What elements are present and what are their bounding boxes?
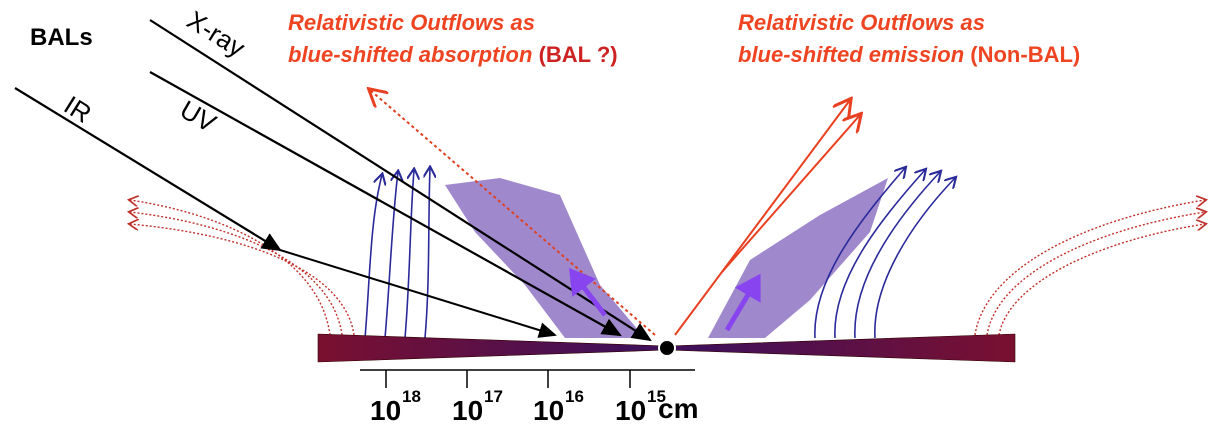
ray-label: UV <box>175 94 222 138</box>
outflow-arrow <box>370 90 656 336</box>
caption-line: blue-shifted absorption (BAL ?) <box>288 42 618 67</box>
caption-line: Relativistic Outflows as <box>738 10 985 35</box>
scale-labels: 10 18 10 17 10 16 10 15 <box>370 387 666 426</box>
scale-base: 10 <box>615 395 646 426</box>
field-lines <box>364 168 955 339</box>
wind-arrow <box>724 273 761 332</box>
black-hole <box>658 339 676 357</box>
caption-tag: (BAL ?) <box>539 42 618 67</box>
scale-exp: 15 <box>647 387 666 406</box>
scale-exp: 16 <box>565 387 584 406</box>
caption-text: blue-shifted emission <box>738 42 964 67</box>
ray-label: IR <box>59 90 97 129</box>
scale-base: 10 <box>452 395 483 426</box>
scale-bar <box>360 369 695 388</box>
scale-exp: 18 <box>402 387 421 406</box>
wind-arrow <box>568 268 607 317</box>
scale-unit: cm <box>658 393 698 424</box>
right-caption: Relativistic Outflows as blue-shifted em… <box>738 10 1080 67</box>
caption-tag: (Non-BAL) <box>970 42 1080 67</box>
outflow-arrow <box>721 115 860 273</box>
dotted-flows <box>130 200 1205 336</box>
caption-line: Relativistic Outflows as <box>288 10 535 35</box>
rays <box>14 19 652 342</box>
caption-line: blue-shifted emission (Non-BAL) <box>738 42 1080 67</box>
bals-label: BALs <box>30 24 93 51</box>
outflow-arrow <box>674 100 850 336</box>
ray-label: X-ray <box>182 5 251 63</box>
scale-exp: 17 <box>484 387 503 406</box>
caption-text: blue-shifted absorption <box>288 42 532 67</box>
left-caption: Relativistic Outflows as blue-shifted ab… <box>288 10 618 67</box>
scale-base: 10 <box>370 395 401 426</box>
outflow-region <box>445 178 645 338</box>
scale-base: 10 <box>533 395 564 426</box>
